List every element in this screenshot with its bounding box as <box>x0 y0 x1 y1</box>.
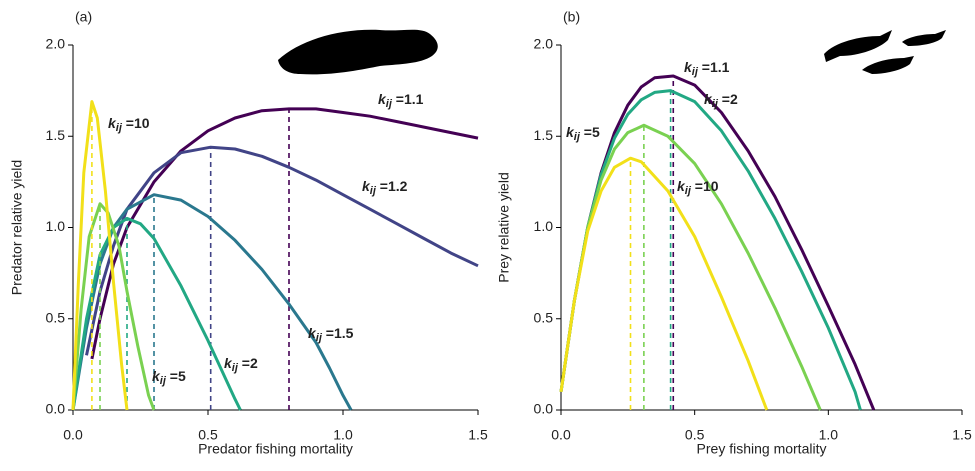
fish-icons <box>278 29 946 75</box>
panel-label: (a) <box>75 9 92 25</box>
series-label: kij =1.1 <box>378 91 424 110</box>
series-label: kij =2 <box>224 355 258 374</box>
x-tick-label: 1.0 <box>333 427 353 443</box>
series-label: kij =10 <box>677 178 719 197</box>
y-tick-label: 1.0 <box>534 218 554 234</box>
series-line <box>71 202 156 411</box>
y-tick-label: 1.0 <box>46 218 66 234</box>
y-tick-label: 0.0 <box>534 401 554 417</box>
series-line <box>559 123 822 411</box>
predator-fish <box>278 29 438 75</box>
y-tick-label: 0.5 <box>46 309 66 325</box>
series-label: kij =5 <box>152 368 186 387</box>
prey-fish <box>862 56 914 74</box>
y-tick-label: 0.0 <box>46 401 66 417</box>
y-tick-label: 0.5 <box>534 309 554 325</box>
series-line <box>85 145 479 356</box>
x-axis-title: Predator fishing mortality <box>198 441 353 457</box>
series-label: kij =1.2 <box>362 178 408 197</box>
series-line <box>90 107 479 360</box>
x-tick-label: 1.5 <box>468 427 488 443</box>
series-label: kij =5 <box>566 124 600 143</box>
panel-label: (b) <box>563 9 580 25</box>
series-line <box>559 156 769 411</box>
prey-fish <box>902 30 946 46</box>
prey-fish <box>824 30 892 62</box>
series-label: kij =1.5 <box>308 325 354 344</box>
y-tick-label: 1.5 <box>46 127 66 143</box>
x-tick-label: 1.5 <box>952 427 972 443</box>
series-line <box>71 193 353 411</box>
series-label: kij =1.1 <box>684 59 730 78</box>
y-axis-title: Prey relative yield <box>496 172 512 283</box>
y-tick-label: 1.5 <box>534 127 554 143</box>
y-axis-title: Predator relative yield <box>9 160 25 295</box>
x-tick-label: 0.5 <box>198 427 218 443</box>
y-tick-label: 2.0 <box>534 36 554 52</box>
y-tick-label: 2.0 <box>46 36 66 52</box>
series-line <box>71 100 129 411</box>
x-tick-label: 0.5 <box>685 427 705 443</box>
series-line <box>559 89 862 411</box>
x-tick-label: 0.0 <box>551 427 571 443</box>
series-line <box>71 216 242 411</box>
series-label: kij =10 <box>108 115 150 134</box>
x-tick-label: 0.0 <box>63 427 83 443</box>
x-tick-label: 1.0 <box>819 427 839 443</box>
x-axis-title: Prey fishing mortality <box>697 441 827 457</box>
series-label: kij =2 <box>704 91 738 110</box>
